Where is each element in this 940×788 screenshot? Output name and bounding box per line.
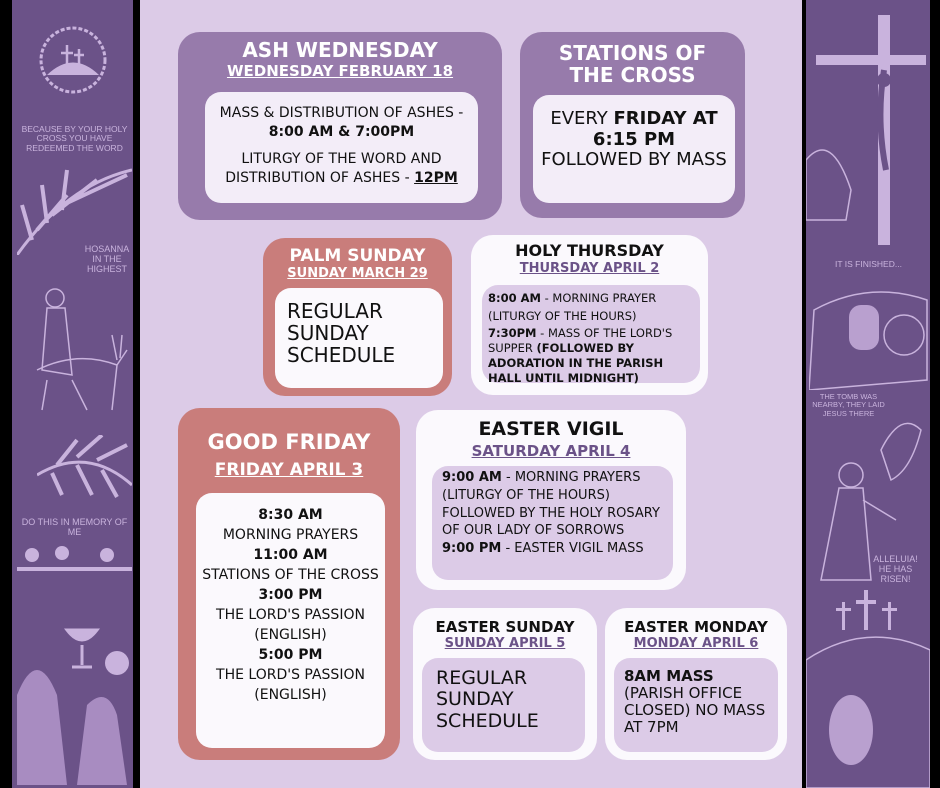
vigil-mass-line: 9:00 PM - EASTER VIGIL MASS [442,541,644,557]
easter-vigil-card: EASTER VIGIL SATURDAY APRIL 4 9:00 AM - … [416,410,686,590]
good-friday-title: GOOD FRIDAY [207,430,371,454]
palm-branch-icon [37,435,132,498]
left-caption-1: BECAUSE BY YOUR HOLY CROSS YOU HAVE REDE… [21,124,128,153]
palm-sunday-date: SUNDAY MARCH 29 [287,266,428,281]
friday-item: 11:00 AM STATIONS OF THE CROSS [202,547,379,584]
ash-liturgy-line: LITURGY OF THE WORD AND DISTRIBUTION OF … [225,150,458,186]
palm-sunday-card: PALM SUNDAY SUNDAY MARCH 29 REGULAR SUND… [263,238,452,396]
good-friday-schedule: 8:30 AM MORNING PRAYERS 11:00 AM STATIONS … [196,493,385,748]
easter-vigil-schedule: 9:00 AM - MORNING PRAYERS (LITURGY OF TH… [432,466,673,580]
stations-title: STATIONS OF THE CROSS [558,41,707,87]
easter-monday-date: MONDAY APRIL 6 [633,636,759,651]
vigil-morning-line: 9:00 AM - MORNING PRAYERS (LITURGY OF TH… [442,470,660,539]
holy-thursday-title: HOLY THURSDAY [515,241,664,260]
holy-thursday-card: HOLY THURSDAY THURSDAY APRIL 2 8:00 AM -… [471,235,708,395]
monday-note: (PARISH OFFICE CLOSED) NO MASS AT 7PM [624,683,766,736]
last-supper-chalice-icon [17,546,132,785]
crown-of-thorns-icon [39,26,107,94]
right-decorative-panel: IT IS FINISHED... THE TOMB WAS NEARBY, T… [806,0,930,788]
easter-vigil-title: EASTER VIGIL [478,418,624,440]
palm-branch-icon [17,168,132,255]
crucifix-icon [806,15,926,245]
thursday-mass-line: 7:30PM - MASS OF THE LORD'S SUPPER (FOLL… [488,325,673,385]
three-crosses-tomb-icon [806,590,930,788]
palm-sunday-title: PALM SUNDAY [289,246,426,266]
easter-monday-schedule: 8AM MASS (PARISH OFFICE CLOSED) NO MASS … [614,658,778,752]
easter-monday-card: EASTER MONDAY MONDAY APRIL 6 8AM MASS (P… [605,608,787,760]
ash-mass-line: MASS & DISTRIBUTION OF ASHES - 8:00 AM &… [219,105,464,140]
good-friday-date: FRIDAY APRIL 3 [214,460,364,480]
holy-thursday-date: THURSDAY APRIL 2 [519,261,660,276]
easter-sunday-date: SUNDAY APRIL 5 [444,636,566,651]
stations-schedule: EVERY FRIDAY AT 6:15 PM FOLLOWED BY MASS [533,95,735,203]
left-caption-3: DO THIS IN MEMORY OF ME [21,517,128,537]
friday-item: 3:00 PM THE LORD'S PASSION (ENGLISH) [216,587,365,644]
empty-tomb-icon [809,291,928,390]
easter-sunday-title: EASTER SUNDAY [435,618,575,636]
entry-into-jerusalem-icon [36,288,128,411]
easter-sunday-schedule: REGULAR SUNDAY SCHEDULE [422,658,585,752]
palm-sunday-schedule: REGULAR SUNDAY SCHEDULE [275,288,443,388]
left-decorative-panel: BECAUSE BY YOUR HOLY CROSS YOU HAVE REDE… [12,0,133,788]
easter-monday-title: EASTER MONDAY [624,618,768,636]
stations-of-the-cross-card: STATIONS OF THE CROSS EVERY FRIDAY AT 6:… [520,32,745,218]
monday-mass: 8AM MASS [624,667,714,685]
right-caption-2: THE TOMB WAS NEARBY, THEY LAID JESUS THE… [812,392,885,418]
friday-item: 5:00 PM THE LORD'S PASSION (ENGLISH) [216,647,365,704]
ash-wednesday-date: WEDNESDAY FEBRUARY 18 [226,62,454,80]
easter-vigil-date: SATURDAY APRIL 4 [471,442,631,460]
ash-wednesday-schedule: MASS & DISTRIBUTION OF ASHES - 8:00 AM &… [205,92,478,203]
holy-thursday-schedule: 8:00 AM - MORNING PRAYER (LITURGY OF THE… [482,285,700,385]
ash-wednesday-card: ASH WEDNESDAY WEDNESDAY FEBRUARY 18 MASS… [178,32,502,220]
left-caption-2: HOSANNA IN THE HIGHEST [84,244,130,274]
good-friday-card: GOOD FRIDAY FRIDAY APRIL 3 8:30 AM MORNIN… [178,408,400,760]
ash-wednesday-title: ASH WEDNESDAY [242,38,438,62]
right-caption-1: IT IS FINISHED... [835,259,902,269]
friday-item: 8:30 AM MORNING PRAYERS [222,507,359,544]
right-caption-3: ALLELUIA! HE HAS RISEN! [873,554,918,584]
easter-sunday-card: EASTER SUNDAY SUNDAY APRIL 5 REGULAR SUN… [413,608,597,760]
risen-christ-lily-icon [820,422,922,581]
thursday-morning-line: 8:00 AM - MORNING PRAYER (LITURGY OF THE… [488,291,657,324]
